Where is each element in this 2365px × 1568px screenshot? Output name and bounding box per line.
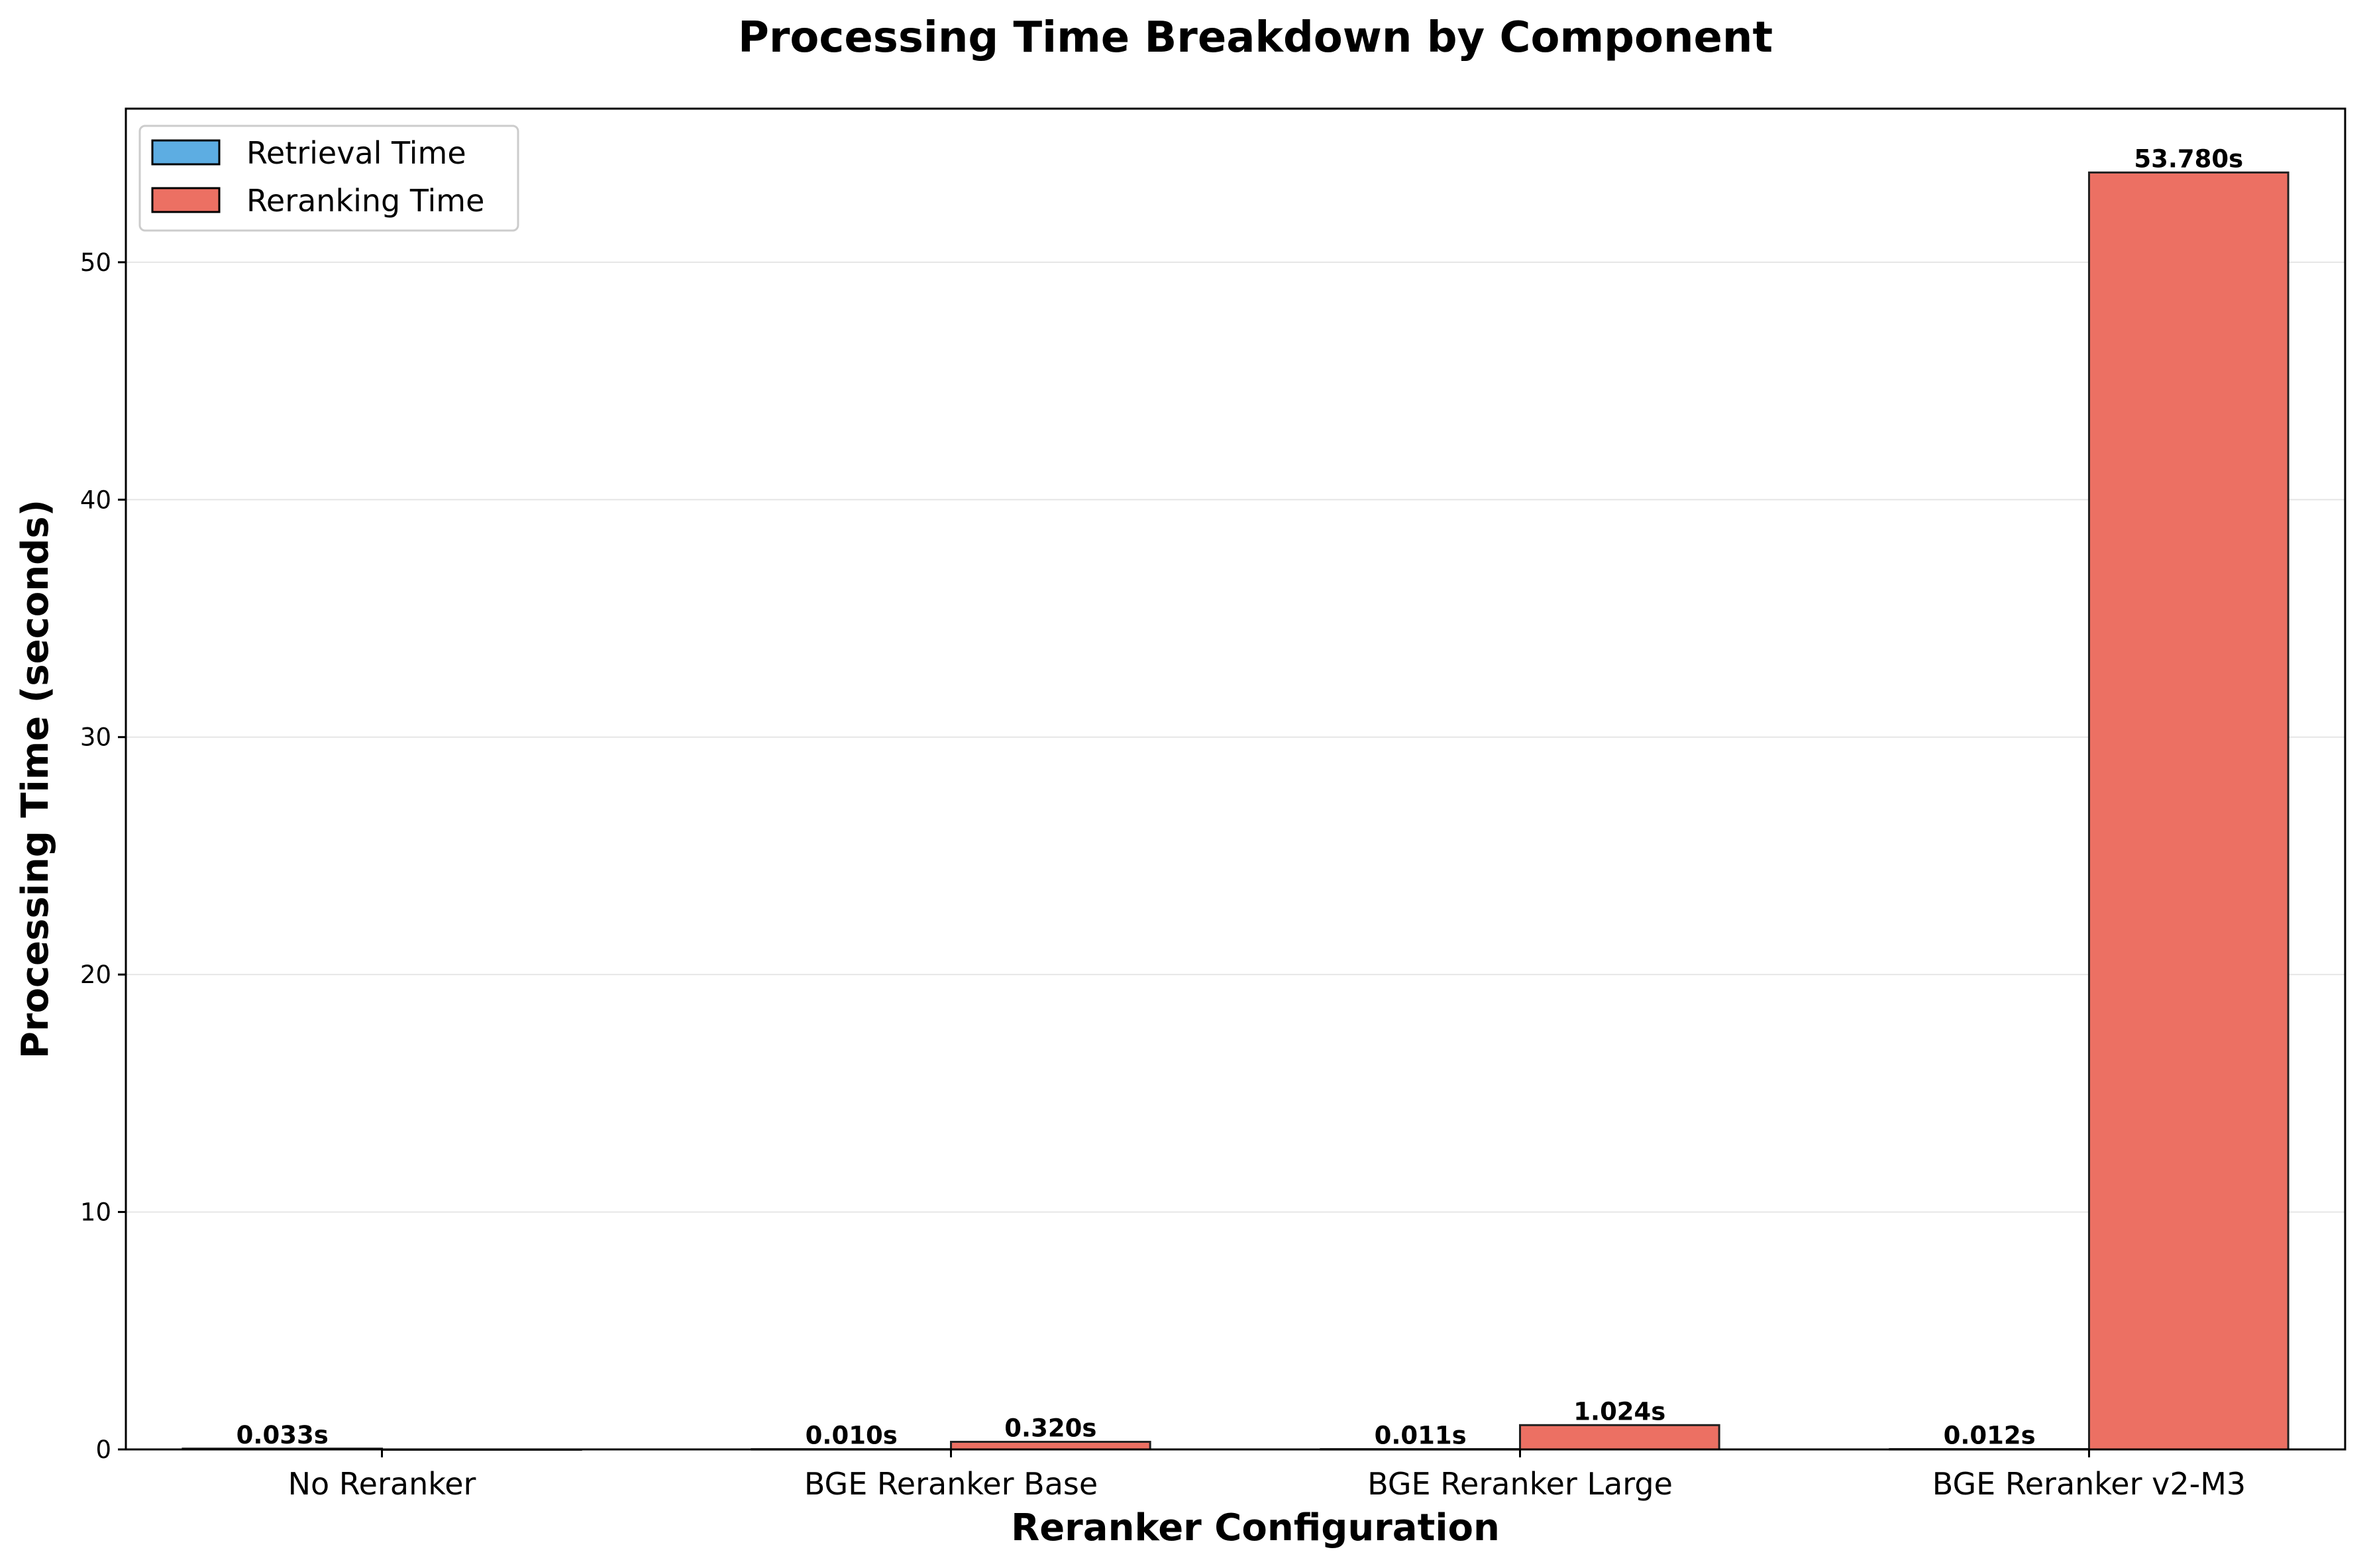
plot-frame <box>125 107 2346 1451</box>
legend: Retrieval Time Reranking Time <box>138 125 519 232</box>
legend-swatch-reranking <box>151 187 221 213</box>
y-tick-label: 20 <box>80 961 111 989</box>
legend-label-retrieval: Retrieval Time <box>246 135 466 171</box>
x-tick-label: BGE Reranker v2-M3 <box>1932 1466 2246 1502</box>
y-axis-label: Processing Time (seconds) <box>14 499 57 1059</box>
bars <box>182 171 2289 1451</box>
bar-reranking <box>1518 1424 1720 1451</box>
y-tick-label: 0 <box>95 1436 111 1464</box>
grid-lines <box>126 261 2345 1450</box>
bar-reranking <box>950 1441 1151 1451</box>
y-axis-ticks: 0 10 20 30 40 50 <box>80 248 126 1464</box>
data-label: 0.011s <box>1375 1422 1467 1450</box>
data-label: 1.024s <box>1573 1397 1665 1426</box>
legend-label-reranking: Reranking Time <box>246 183 484 219</box>
data-label: 0.320s <box>1004 1414 1096 1443</box>
data-label: 53.780s <box>2134 144 2243 173</box>
x-axis-label: Reranker Configuration <box>1011 1506 1500 1549</box>
data-label: 0.033s <box>236 1421 329 1449</box>
y-tick-label: 40 <box>80 486 111 514</box>
x-axis-ticks: No Reranker BGE Reranker Base BGE Reranker… <box>288 1449 2246 1502</box>
data-label: 0.012s <box>1944 1422 2036 1450</box>
legend-swatch-retrieval <box>151 139 221 166</box>
y-tick-label: 30 <box>80 723 111 752</box>
y-tick-label: 10 <box>80 1198 111 1227</box>
data-label: 0.010s <box>806 1422 898 1450</box>
x-tick-label: BGE Reranker Base <box>804 1466 1098 1502</box>
y-tick-label: 50 <box>80 248 111 277</box>
x-tick-label: No Reranker <box>288 1466 476 1502</box>
bar-reranking <box>2087 171 2289 1451</box>
data-labels: 0.033s 0.010s 0.011s 0.012s 0.320s 1.024s 53.7… <box>236 144 2244 1449</box>
chart-title: Processing Time Breakdown by Component <box>738 13 1773 62</box>
legend-frame <box>138 125 519 232</box>
x-tick-label: BGE Reranker Large <box>1367 1466 1673 1502</box>
